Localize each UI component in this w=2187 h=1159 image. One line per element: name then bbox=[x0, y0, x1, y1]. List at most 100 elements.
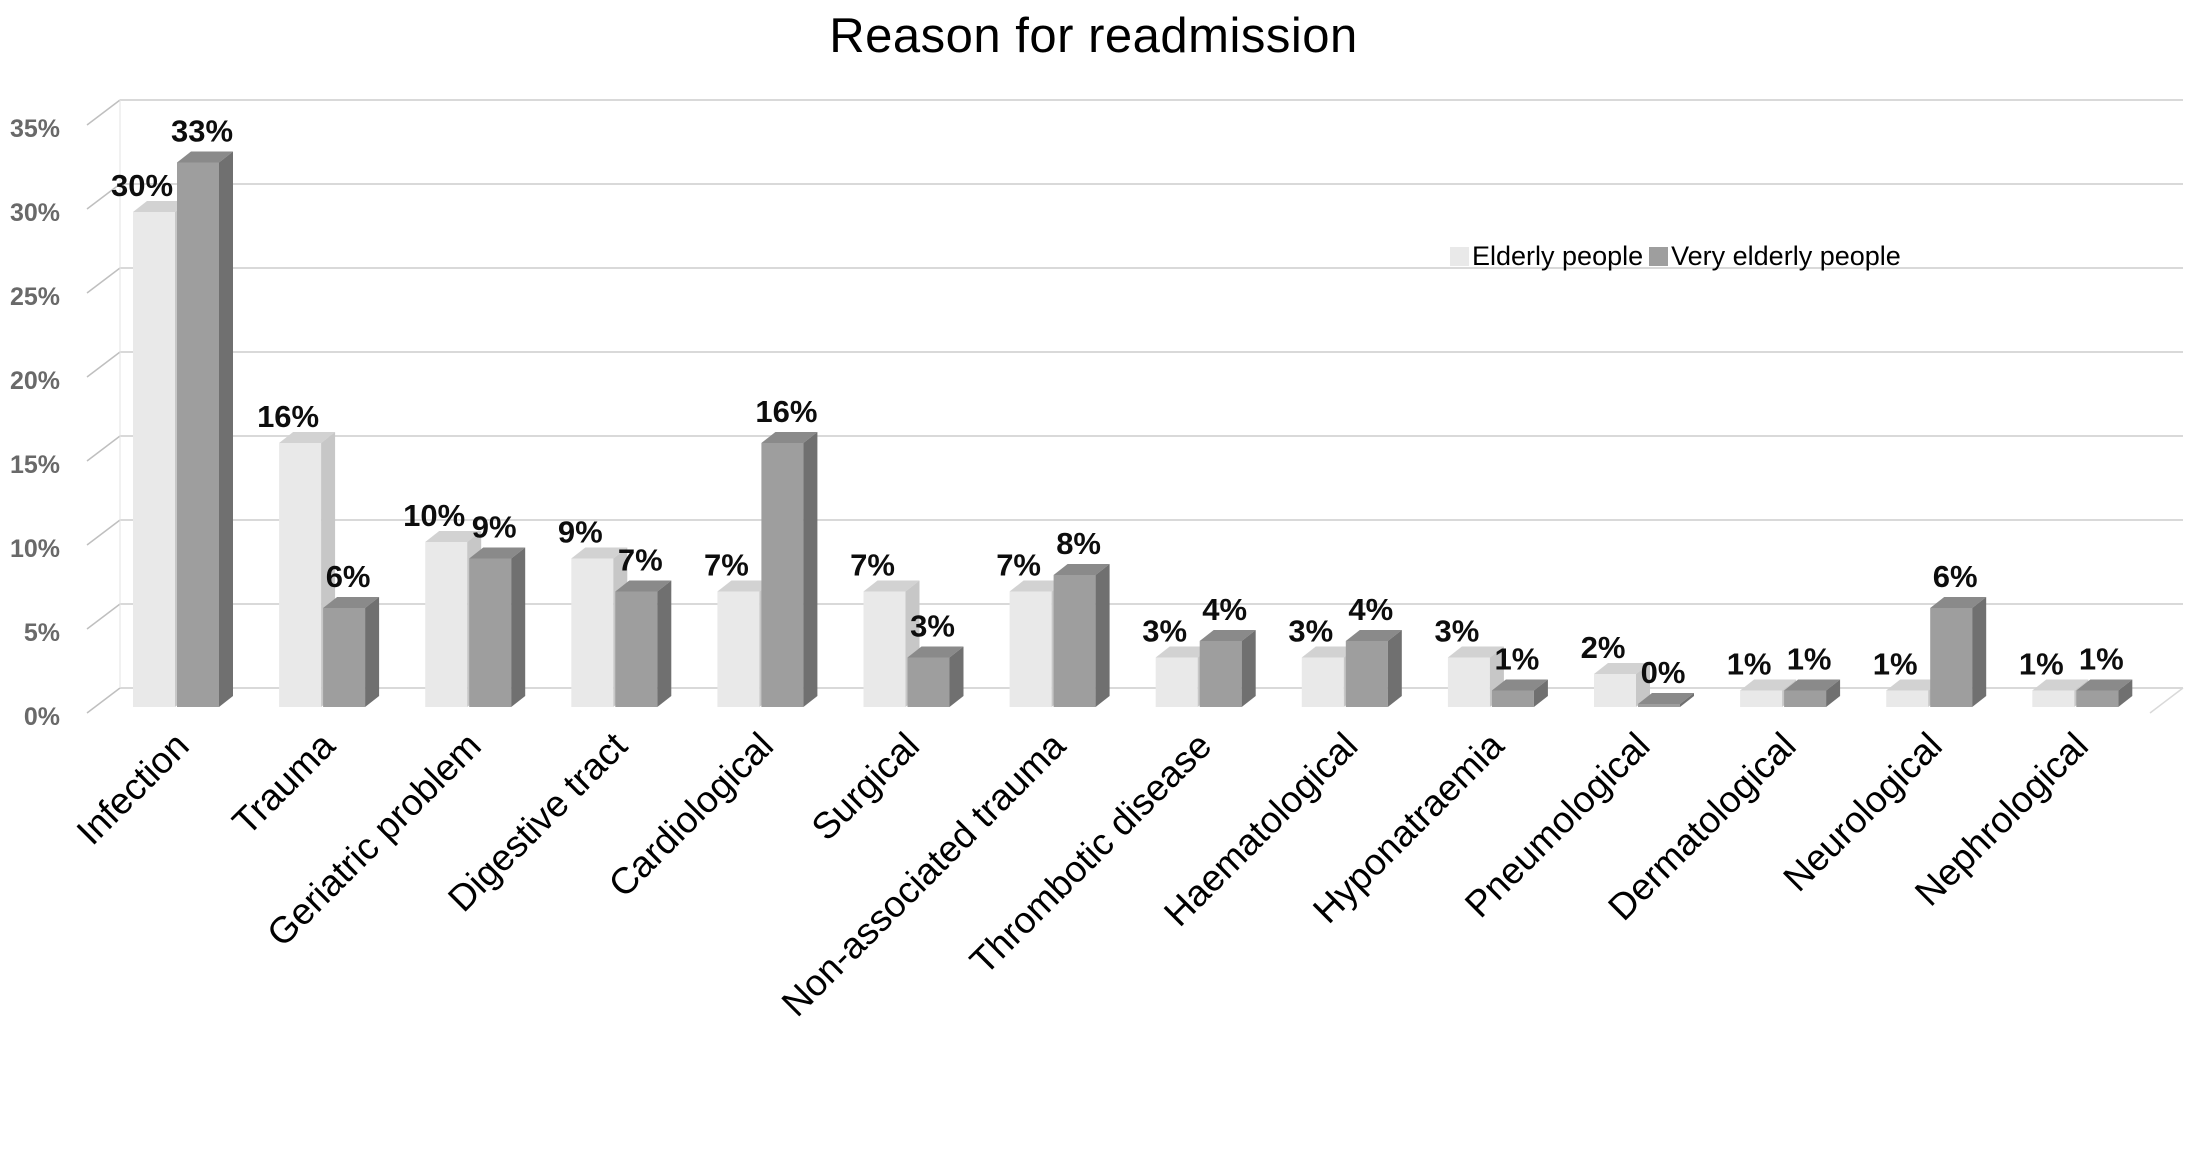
bar-group-geriatric-problem: 10% 9% bbox=[403, 498, 526, 707]
bar-value-label: 3% bbox=[1288, 614, 1333, 649]
bar-top bbox=[1886, 679, 1943, 691]
bar-side bbox=[1680, 693, 1694, 707]
bar-front bbox=[571, 558, 614, 707]
axis-depth-connector bbox=[86, 687, 121, 714]
bar-value-label: 7% bbox=[618, 543, 663, 578]
bar-side bbox=[1387, 630, 1402, 707]
bar-group-non-associated-trauma: 7% 8% bbox=[996, 526, 1110, 707]
bar-value-label: 6% bbox=[1933, 559, 1978, 594]
bar-front bbox=[2076, 690, 2119, 707]
bar-top bbox=[1594, 663, 1650, 674]
axis-depth-connector bbox=[86, 519, 121, 546]
bar-value-label: 3% bbox=[1434, 614, 1479, 649]
x-category-label: Trauma bbox=[225, 724, 343, 842]
legend-item-very-elderly: Very elderly people bbox=[1649, 241, 1901, 272]
bar-value-label: 9% bbox=[558, 515, 603, 550]
bar-front bbox=[863, 591, 906, 707]
bar-value-label: 8% bbox=[1056, 526, 1101, 561]
bar-value-label: 6% bbox=[326, 559, 371, 594]
bar-value-label: 33% bbox=[171, 114, 233, 149]
axis-depth-connector bbox=[86, 267, 121, 294]
bar-top bbox=[761, 432, 818, 443]
bar-value-label: 9% bbox=[472, 510, 517, 545]
bar-value-label: 1% bbox=[1727, 647, 1772, 682]
bar-top bbox=[177, 151, 233, 163]
bar-front bbox=[1784, 690, 1827, 707]
y-tick-label: 20% bbox=[10, 367, 60, 395]
bar-top bbox=[1740, 679, 1797, 691]
bar-top bbox=[2032, 679, 2089, 691]
bar-group-thrombotic-disease: 3% 4% bbox=[1142, 592, 1256, 707]
bar-front bbox=[1930, 608, 1973, 707]
axis-depth-connector bbox=[86, 435, 121, 462]
bar-top bbox=[571, 547, 628, 559]
bar-top bbox=[469, 547, 526, 559]
chart-title: Reason for readmission bbox=[829, 9, 1358, 63]
bar-value-label: 7% bbox=[996, 548, 1041, 583]
bar-side bbox=[219, 151, 233, 707]
bar-front bbox=[761, 443, 804, 707]
bar-front bbox=[717, 591, 760, 707]
bar-front bbox=[133, 212, 175, 707]
bar-top bbox=[323, 597, 380, 608]
bar-top bbox=[133, 201, 189, 212]
bar-front bbox=[177, 162, 219, 707]
axis-depth-connector bbox=[86, 351, 121, 378]
bar-group-surgical: 7% 3% bbox=[850, 548, 964, 707]
legend-label-very-elderly: Very elderly people bbox=[1671, 240, 1901, 271]
bar-side bbox=[657, 580, 672, 707]
y-tick-label: 25% bbox=[10, 283, 60, 311]
bar-front bbox=[1199, 641, 1242, 707]
bar-top bbox=[1930, 597, 1987, 608]
bar-group-hyponatraemia: 3% 1% bbox=[1434, 614, 1548, 707]
bar-value-label: 16% bbox=[755, 394, 817, 429]
legend-label-elderly: Elderly people bbox=[1472, 240, 1644, 271]
bar-group-cardiological: 7% 16% bbox=[704, 394, 817, 707]
bar-top bbox=[425, 531, 482, 542]
bar-side bbox=[1826, 679, 1841, 707]
bar-value-label: 1% bbox=[1873, 647, 1918, 682]
bar-front bbox=[469, 558, 512, 707]
bar-group-dermatological: 1% 1% bbox=[1727, 642, 1841, 707]
bar-front bbox=[1301, 657, 1344, 707]
bar-value-label: 30% bbox=[111, 168, 173, 203]
y-tick-label: 15% bbox=[10, 451, 60, 479]
bar-top bbox=[1199, 630, 1256, 641]
bar-value-label: 10% bbox=[403, 498, 465, 533]
legend-swatch-elderly-icon bbox=[1450, 246, 1469, 266]
legend-item-elderly: Elderly people bbox=[1450, 241, 1643, 272]
y-tick-label: 30% bbox=[10, 199, 60, 227]
bar-top bbox=[1345, 630, 1402, 641]
bar-group-nephrological: 1% 1% bbox=[2019, 642, 2133, 707]
bar-top bbox=[615, 580, 672, 592]
bar-value-label: 0% bbox=[1641, 655, 1686, 690]
bar-group-trauma: 16% 6% bbox=[257, 399, 380, 707]
bar-top bbox=[1447, 646, 1504, 658]
bar-front bbox=[615, 591, 658, 707]
floor-right-edge bbox=[2149, 687, 2184, 714]
bar-top bbox=[1053, 564, 1110, 575]
bar-front bbox=[1638, 704, 1680, 707]
chart-legend: Elderly people Very elderly people bbox=[1450, 239, 1901, 273]
bar-front bbox=[279, 443, 322, 707]
bar-top bbox=[717, 580, 774, 592]
bar-value-label: 16% bbox=[257, 399, 319, 434]
bar-group-pneumological: 2% 0% bbox=[1581, 630, 1694, 707]
bar-top bbox=[1155, 646, 1212, 658]
bar-top bbox=[2076, 679, 2133, 691]
bar-front bbox=[1155, 657, 1198, 707]
bar-side bbox=[1095, 564, 1110, 707]
bar-front bbox=[1594, 674, 1636, 707]
bar-front bbox=[1009, 591, 1052, 707]
legend-swatch-very-elderly-icon bbox=[1649, 246, 1669, 266]
bar-group-digestive-tract: 9% 7% bbox=[558, 515, 672, 707]
bar-value-label: 4% bbox=[1202, 592, 1247, 627]
bar-front bbox=[1740, 690, 1783, 707]
bar-value-label: 3% bbox=[910, 609, 955, 644]
bar-front bbox=[1053, 575, 1096, 707]
y-tick-label: 10% bbox=[10, 535, 60, 563]
bar-group-haematological: 3% 4% bbox=[1288, 592, 1402, 707]
x-category-label: Surgical bbox=[804, 725, 928, 849]
